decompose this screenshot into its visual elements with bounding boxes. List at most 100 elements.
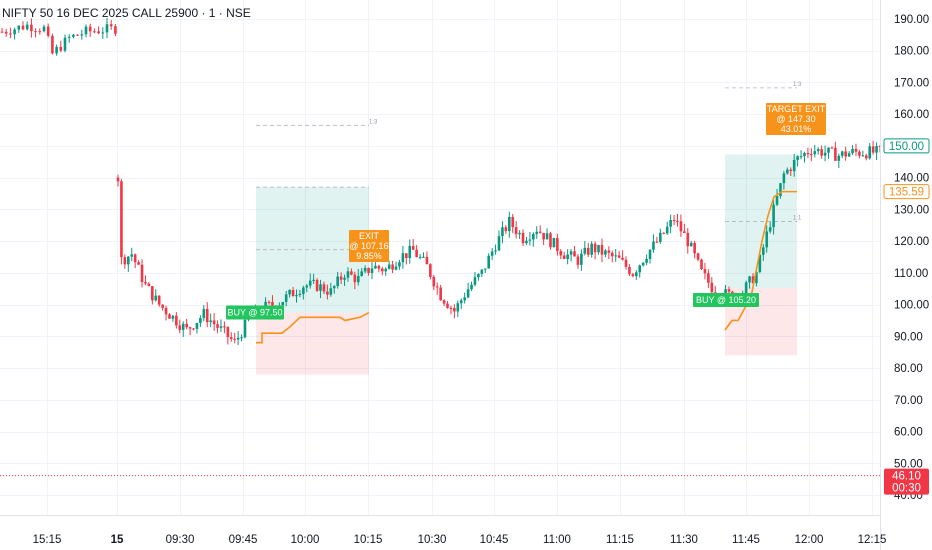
candle-prev-day[interactable] [93, 31, 96, 33]
time-axis[interactable]: 15:15 15 09:30 09:45 10:00 10:15 10:30 10:45 11:… [0, 515, 886, 547]
candle[interactable] [525, 240, 528, 244]
candle[interactable] [703, 269, 707, 274]
candle-prev-day[interactable] [21, 25, 25, 30]
candle[interactable] [120, 181, 123, 258]
candle[interactable] [305, 285, 309, 288]
candle[interactable] [827, 147, 830, 153]
candle[interactable] [168, 314, 171, 319]
candle[interactable] [175, 315, 178, 326]
candle[interactable] [545, 233, 549, 240]
candle[interactable] [590, 243, 593, 255]
candle[interactable] [521, 232, 525, 244]
candle[interactable] [291, 289, 295, 297]
candle[interactable] [497, 236, 501, 251]
candle[interactable] [470, 284, 473, 290]
candle-prev-day[interactable] [88, 26, 92, 32]
candle[interactable] [837, 155, 841, 161]
candle[interactable] [346, 271, 350, 278]
candle[interactable] [799, 156, 803, 158]
candle[interactable] [480, 269, 484, 274]
candle-prev-day[interactable] [38, 31, 42, 33]
candle[interactable] [844, 151, 847, 157]
candle[interactable] [854, 148, 858, 152]
candle[interactable] [439, 287, 442, 301]
candle[interactable] [792, 159, 796, 172]
candle[interactable] [360, 271, 364, 276]
candle[interactable] [284, 294, 288, 302]
candle[interactable] [281, 301, 285, 306]
candle[interactable] [151, 286, 154, 301]
candle[interactable] [549, 233, 552, 248]
candle[interactable] [535, 231, 539, 235]
candle[interactable] [432, 276, 436, 287]
candle[interactable] [377, 265, 381, 269]
candle[interactable] [133, 254, 137, 263]
candle[interactable] [755, 271, 758, 284]
candle[interactable] [645, 258, 648, 263]
candle-prev-day[interactable] [9, 33, 12, 35]
candle[interactable] [415, 249, 418, 258]
candle[interactable] [559, 250, 563, 256]
candle-prev-day[interactable] [76, 34, 79, 36]
candle[interactable] [744, 282, 748, 294]
candle[interactable] [463, 297, 466, 301]
candle-prev-day[interactable] [46, 26, 50, 36]
candle[interactable] [233, 338, 237, 340]
candle[interactable] [727, 289, 731, 292]
candle[interactable] [171, 315, 175, 319]
candle[interactable] [542, 232, 545, 240]
candle-prev-day[interactable] [51, 35, 54, 54]
candle[interactable] [188, 327, 192, 329]
candle-prev-day[interactable] [30, 24, 33, 32]
candle[interactable] [350, 271, 353, 275]
candle[interactable] [411, 245, 415, 250]
candle[interactable] [614, 255, 618, 257]
candle[interactable] [243, 319, 247, 338]
candle[interactable] [473, 277, 477, 285]
candle[interactable] [624, 259, 628, 267]
candle[interactable] [580, 253, 583, 265]
candle[interactable] [875, 146, 878, 153]
candle-prev-day[interactable] [67, 36, 71, 38]
candle-prev-day[interactable] [13, 29, 16, 35]
candle-prev-day[interactable] [17, 25, 21, 30]
candle[interactable] [343, 277, 346, 280]
candle[interactable] [116, 177, 120, 182]
candle[interactable] [840, 151, 844, 156]
candle[interactable] [147, 283, 151, 287]
candle[interactable] [453, 308, 456, 312]
candle[interactable] [610, 252, 614, 257]
candle[interactable] [319, 284, 322, 291]
candle[interactable] [586, 247, 590, 255]
candle[interactable] [604, 250, 607, 255]
candle[interactable] [312, 279, 315, 281]
candle[interactable] [638, 265, 642, 273]
candle[interactable] [363, 267, 367, 272]
candle[interactable] [628, 266, 631, 275]
candle[interactable] [659, 232, 662, 242]
candle[interactable] [689, 242, 693, 247]
candle[interactable] [425, 256, 429, 265]
candle[interactable] [501, 227, 504, 237]
candle[interactable] [140, 264, 144, 283]
candle[interactable] [834, 147, 837, 161]
candle[interactable] [302, 287, 305, 294]
price-axis[interactable]: 190.00 180.00 170.00 160.00 150.00 140.00 130.… [880, 0, 930, 550]
candle[interactable] [871, 146, 875, 153]
candle[interactable] [634, 272, 638, 277]
candle[interactable] [408, 245, 412, 259]
candle[interactable] [223, 326, 226, 328]
candle[interactable] [696, 253, 700, 260]
candle[interactable] [868, 146, 872, 159]
candle[interactable] [202, 308, 206, 319]
candle[interactable] [511, 216, 515, 228]
candle-prev-day[interactable] [4, 31, 8, 34]
candle[interactable] [391, 264, 394, 270]
candle-prev-day[interactable] [25, 24, 29, 30]
candle[interactable] [700, 259, 703, 270]
candle[interactable] [686, 232, 690, 247]
candle[interactable] [178, 325, 182, 330]
candle[interactable] [507, 216, 511, 232]
candle[interactable] [806, 153, 810, 155]
